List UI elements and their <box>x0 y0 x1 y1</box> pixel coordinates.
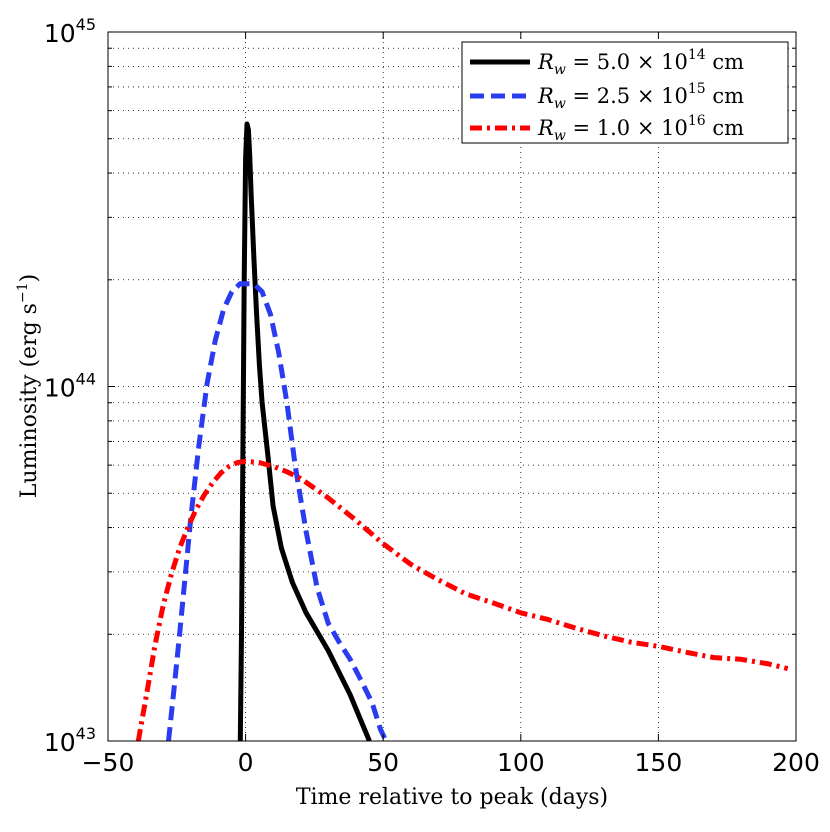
x-tick-label: 100 <box>497 748 545 777</box>
x-axis-label: Time relative to peak (days) <box>296 785 608 810</box>
grid <box>108 32 796 741</box>
legend-label-1: Rw = 5.0 × 1014 cm <box>537 47 744 78</box>
legend-box <box>461 41 789 144</box>
x-tick-label: 50 <box>367 748 399 777</box>
x-tick-label: 200 <box>772 748 820 777</box>
legend-label-2: Rw = 2.5 × 1015 cm <box>537 81 744 112</box>
axis-ticks <box>107 32 797 741</box>
series-line-2 <box>166 281 389 741</box>
legend-label-3: Rw = 1.0 × 1016 cm <box>537 113 744 144</box>
y-tick-label: 1043 <box>44 724 96 757</box>
series-group <box>135 121 789 741</box>
x-tick-labels: −50 0 50 100 150 200 <box>82 748 820 777</box>
y-axis-label: Luminosity (erg s−1) <box>15 274 42 498</box>
y-tick-label: 1045 <box>44 15 96 48</box>
y-tick-labels: 1043 1044 1045 <box>44 15 96 757</box>
series-line-3 <box>135 458 789 741</box>
series-line-1 <box>237 121 372 741</box>
x-tick-label: 0 <box>238 748 254 777</box>
plot-background <box>108 32 796 741</box>
x-tick-label: −50 <box>82 748 135 777</box>
x-tick-label: 150 <box>635 748 683 777</box>
y-tick-label: 1044 <box>44 370 96 403</box>
